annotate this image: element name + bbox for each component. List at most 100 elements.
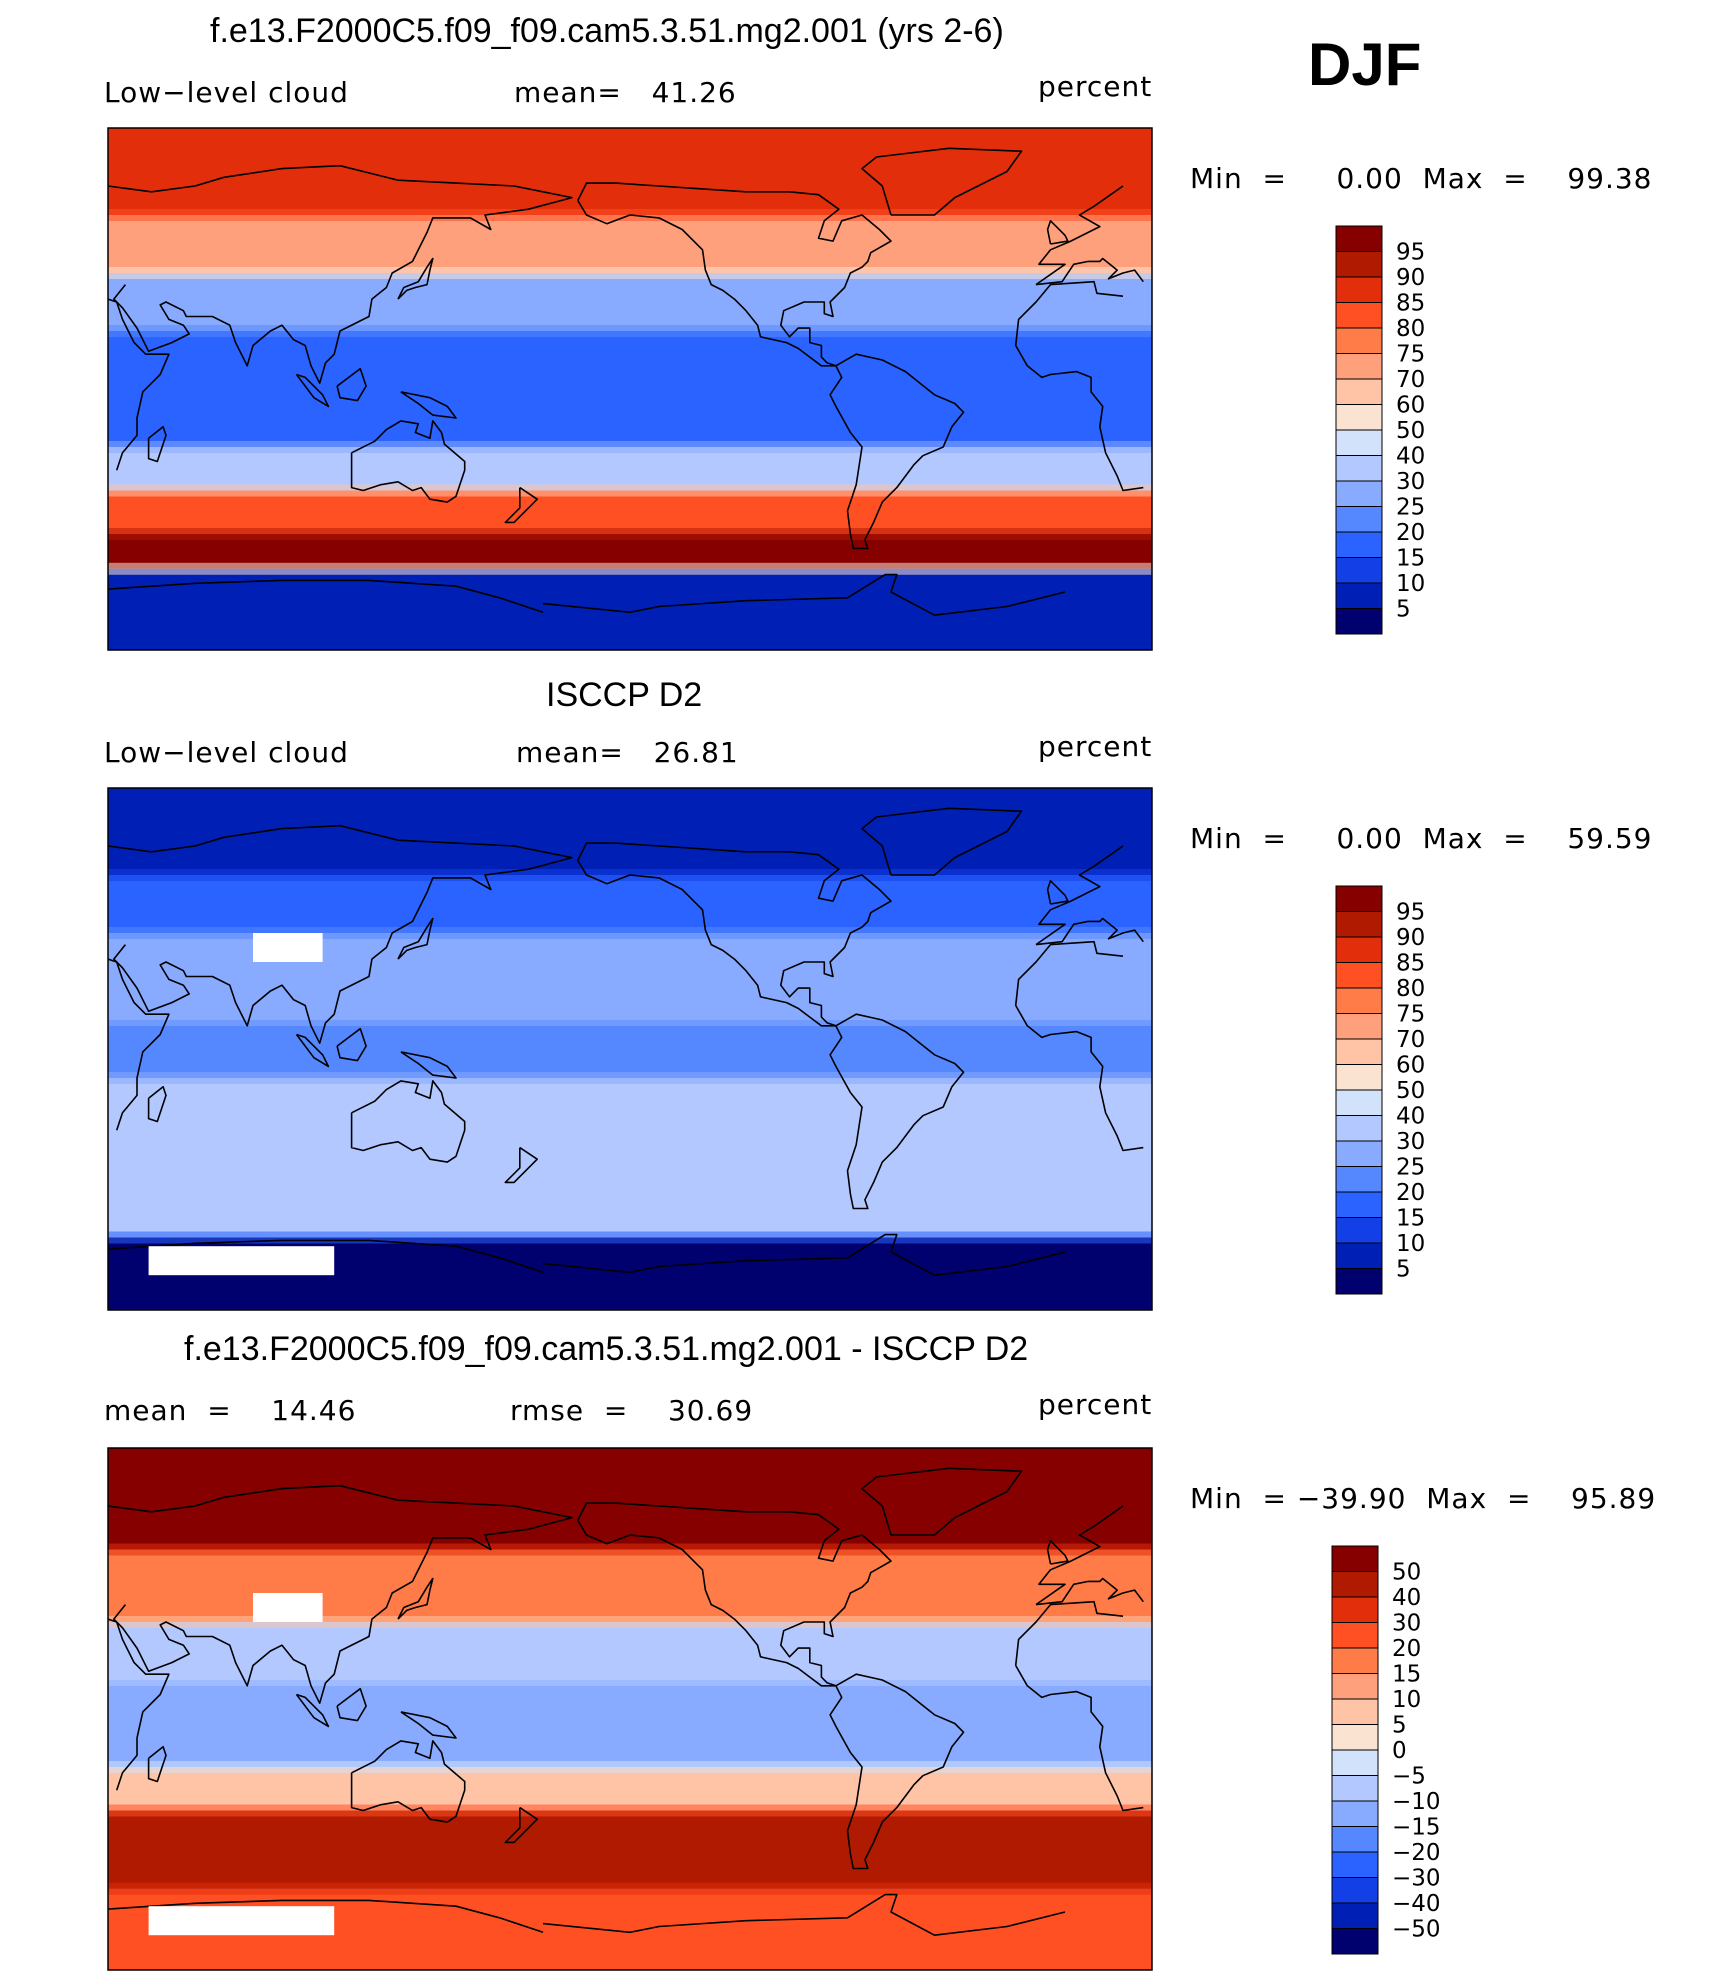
lat-band-3 [108, 331, 1152, 447]
coastline-eurasia [1035, 917, 1144, 946]
colorbar-box [1335, 1140, 1383, 1167]
coastline-eurasia [107, 824, 573, 1044]
lat-band-2 [108, 273, 1152, 331]
coastline-sumatra [295, 1693, 330, 1728]
coastline-borneo [336, 367, 367, 402]
lat-band-0 [108, 1448, 1152, 1550]
band-transition-3 [108, 1014, 1152, 1026]
panel-1-map [107, 127, 1153, 651]
map-frame [107, 787, 1153, 1311]
missing-data-tibet [253, 933, 323, 962]
missing-data-tibet [253, 1593, 323, 1622]
map-frame [107, 127, 1153, 651]
colorbar-tick-label: 15 [1392, 1662, 1421, 1688]
coastline-antarctica [542, 1233, 1066, 1276]
colorbar-box [1335, 987, 1383, 1014]
colorbar-box [1335, 1166, 1383, 1193]
band-transition-5 [108, 484, 1152, 497]
colorbar-box [1335, 480, 1383, 507]
band-transition-5 [108, 1173, 1152, 1186]
band-transition-3 [108, 1674, 1152, 1686]
coastline-madagascar [147, 1085, 167, 1123]
coastline-africa [1014, 280, 1124, 346]
colorbar-tick-label: 85 [1396, 951, 1425, 977]
colorbar-box [1335, 404, 1383, 431]
colorbar-tick-label: 10 [1392, 1687, 1421, 1713]
coastline-borneo [336, 1687, 367, 1722]
colorbar-tick-label: 5 [1392, 1713, 1407, 1739]
colorbar-tick-label: 0 [1392, 1738, 1407, 1764]
colorbar-box [1331, 1571, 1379, 1598]
band-transition-7 [108, 562, 1152, 575]
colorbar-tick-label: 60 [1396, 393, 1425, 419]
colorbar-tick-label: 80 [1396, 976, 1425, 1002]
panel-3-title: f.e13.F2000C5.f09_f09.cam5.3.51.mg2.001 … [184, 1330, 1029, 1368]
colorbar-box [1335, 936, 1383, 963]
colorbar-tick-label: −10 [1392, 1789, 1441, 1815]
lat-band-4 [108, 1767, 1152, 1811]
lat-band-5 [108, 490, 1152, 534]
colorbar-tick-label: 20 [1396, 1180, 1425, 1206]
coastline-australia [350, 420, 466, 503]
colorbar-box [1335, 531, 1383, 558]
coastline-greenland [861, 807, 1023, 876]
colorbar-tick-label: 30 [1396, 469, 1425, 495]
colorbar-box [1331, 1596, 1379, 1623]
coastline-antarctica [542, 573, 1066, 616]
colorbar-tick-label: 5 [1396, 1257, 1411, 1283]
lat-band-0 [108, 788, 1152, 875]
colorbar-tick-label: 10 [1396, 571, 1425, 597]
coastline-africa [107, 1618, 170, 1791]
coastline-namerica [577, 1502, 892, 1687]
colorbar-box [1335, 608, 1383, 635]
colorbar-tick-label: 80 [1396, 316, 1425, 342]
lat-band-5 [108, 1810, 1152, 1889]
colorbar-box [1331, 1851, 1379, 1878]
panel-3-rmse-label: rmse = 30.69 [510, 1394, 754, 1427]
coastline-africa [1014, 1600, 1124, 1666]
coastline-eurasia [1035, 845, 1124, 946]
colorbar-box [1335, 225, 1383, 252]
coastline-japan [397, 257, 434, 300]
coastlines [107, 1467, 1144, 1936]
coastline-britain [1046, 1540, 1069, 1565]
colorbar-box [1331, 1622, 1379, 1649]
lat-band-0 [108, 128, 1152, 215]
coastline-namerica [577, 842, 892, 1027]
colorbar-tick-label: −50 [1392, 1917, 1441, 1943]
colorbar-tick-label: −30 [1392, 1866, 1441, 1892]
coastline-sumatra [295, 1033, 330, 1068]
band-transition-2 [108, 1616, 1152, 1628]
coastline-madagascar [147, 425, 167, 463]
colorbar-tick-label: 85 [1396, 291, 1425, 317]
coastline-britain [1046, 880, 1069, 905]
band-transition-2 [108, 927, 1152, 939]
missing-data-antarctica [148, 1906, 335, 1936]
colorbar-tick-label: 20 [1392, 1636, 1421, 1662]
colorbar-box [1335, 302, 1383, 329]
colorbar-box [1335, 1242, 1383, 1269]
lat-band-1 [108, 875, 1152, 933]
coastline-eurasia [107, 164, 573, 384]
coastline-japan [397, 917, 434, 960]
colorbar-tick-label: 75 [1396, 342, 1425, 368]
panel-2-variable-label: Low−level cloud [104, 736, 349, 769]
colorbar-tick-label: 25 [1396, 495, 1425, 521]
panel-3-min-max: Min = −39.90 Max = 95.89 [1190, 1482, 1657, 1515]
colorbar-tick-label: 40 [1392, 1585, 1421, 1611]
colorbar-box [1331, 1800, 1379, 1827]
coastline-newguinea [400, 1711, 457, 1739]
band-transition-6 [108, 1882, 1152, 1895]
colorbar-box [1331, 1775, 1379, 1802]
coastline-sumatra [295, 373, 330, 408]
colorbar-tick-label: −20 [1392, 1840, 1441, 1866]
coastline-borneo [336, 1027, 367, 1062]
colorbar-tick-label: 50 [1392, 1560, 1421, 1586]
colorbar-tick-label: 40 [1396, 444, 1425, 470]
lat-band-1 [108, 215, 1152, 273]
coastlines [107, 807, 1144, 1276]
colorbar-box [1335, 506, 1383, 533]
colorbar-box [1331, 1545, 1379, 1572]
